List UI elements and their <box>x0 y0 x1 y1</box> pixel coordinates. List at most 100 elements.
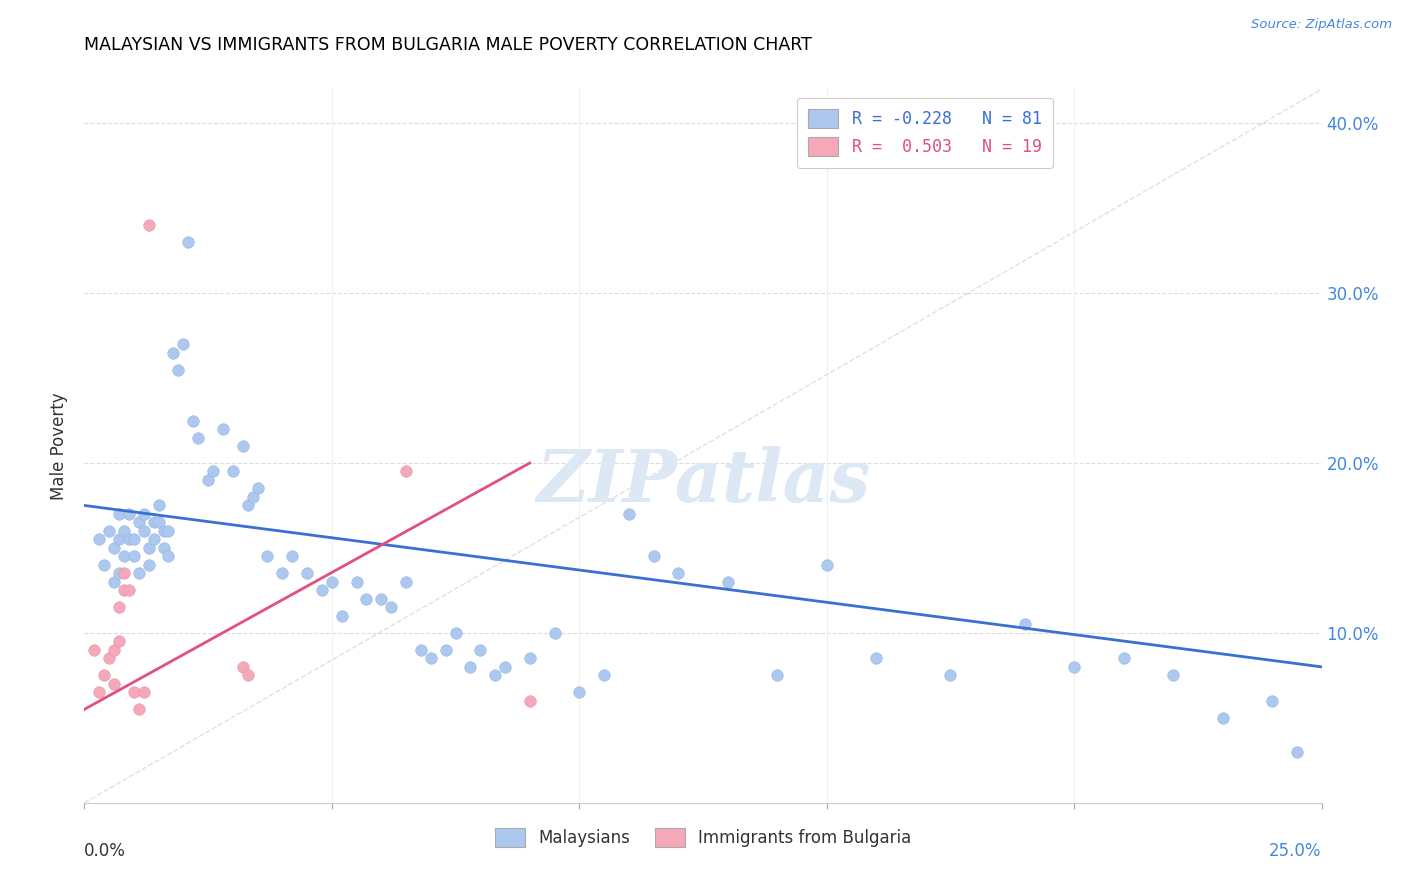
Text: 0.0%: 0.0% <box>84 842 127 860</box>
Point <box>128 702 150 716</box>
Point <box>395 465 418 479</box>
Point <box>108 533 131 547</box>
Point <box>202 465 225 479</box>
Point <box>321 574 343 589</box>
Point <box>103 677 125 691</box>
Point <box>142 533 165 547</box>
Text: MALAYSIAN VS IMMIGRANTS FROM BULGARIA MALE POVERTY CORRELATION CHART: MALAYSIAN VS IMMIGRANTS FROM BULGARIA MA… <box>84 36 813 54</box>
Point <box>242 490 264 504</box>
Point <box>157 549 180 564</box>
Point <box>434 643 457 657</box>
Point <box>617 507 640 521</box>
Point <box>815 558 838 572</box>
Point <box>112 566 135 581</box>
Text: Source: ZipAtlas.com: Source: ZipAtlas.com <box>1251 18 1392 31</box>
Point <box>519 694 541 708</box>
Point <box>89 533 111 547</box>
Point <box>148 516 170 530</box>
Point <box>103 574 125 589</box>
Point <box>177 235 200 249</box>
Point <box>939 668 962 682</box>
Point <box>419 651 441 665</box>
Point <box>103 643 125 657</box>
Point <box>295 566 318 581</box>
Point <box>232 439 254 453</box>
Point <box>1161 668 1184 682</box>
Point <box>138 541 160 555</box>
Point <box>256 549 278 564</box>
Point <box>484 668 506 682</box>
Point <box>197 473 219 487</box>
Point <box>148 499 170 513</box>
Point <box>212 422 235 436</box>
Point <box>108 566 131 581</box>
Point <box>460 660 482 674</box>
Point <box>470 643 492 657</box>
Point <box>112 583 135 598</box>
Point <box>172 337 194 351</box>
Point <box>108 507 131 521</box>
Legend: Malaysians, Immigrants from Bulgaria: Malaysians, Immigrants from Bulgaria <box>482 816 924 859</box>
Point <box>568 685 591 699</box>
Point <box>122 533 145 547</box>
Point <box>1014 617 1036 632</box>
Point <box>519 651 541 665</box>
Point <box>236 499 259 513</box>
Point <box>766 668 789 682</box>
Point <box>271 566 294 581</box>
Point <box>593 668 616 682</box>
Point <box>1212 711 1234 725</box>
Point <box>346 574 368 589</box>
Point <box>1112 651 1135 665</box>
Point <box>187 430 209 444</box>
Point <box>232 660 254 674</box>
Point <box>222 465 245 479</box>
Point <box>128 566 150 581</box>
Point <box>118 583 141 598</box>
Point <box>118 507 141 521</box>
Point <box>132 685 155 699</box>
Point <box>138 218 160 232</box>
Point <box>865 651 887 665</box>
Point <box>128 516 150 530</box>
Point <box>138 558 160 572</box>
Point <box>494 660 516 674</box>
Point <box>356 591 378 606</box>
Point <box>370 591 392 606</box>
Point <box>108 634 131 648</box>
Point <box>89 685 111 699</box>
Point <box>444 626 467 640</box>
Point <box>98 524 121 538</box>
Point <box>311 583 333 598</box>
Point <box>98 651 121 665</box>
Point <box>1285 745 1308 759</box>
Y-axis label: Male Poverty: Male Poverty <box>51 392 69 500</box>
Point <box>112 549 135 564</box>
Point <box>162 345 184 359</box>
Point <box>157 524 180 538</box>
Point <box>93 558 115 572</box>
Point <box>236 668 259 682</box>
Point <box>380 600 402 615</box>
Point <box>330 608 353 623</box>
Point <box>1063 660 1085 674</box>
Point <box>112 524 135 538</box>
Point <box>409 643 432 657</box>
Point <box>122 685 145 699</box>
Point <box>122 549 145 564</box>
Point <box>181 413 204 427</box>
Point <box>152 541 174 555</box>
Point <box>118 533 141 547</box>
Text: 25.0%: 25.0% <box>1270 842 1322 860</box>
Point <box>108 600 131 615</box>
Point <box>167 362 190 376</box>
Point <box>717 574 740 589</box>
Point <box>543 626 565 640</box>
Text: ZIPatlas: ZIPatlas <box>536 446 870 517</box>
Point <box>142 516 165 530</box>
Point <box>281 549 304 564</box>
Point <box>93 668 115 682</box>
Point <box>395 574 418 589</box>
Point <box>132 507 155 521</box>
Point <box>132 524 155 538</box>
